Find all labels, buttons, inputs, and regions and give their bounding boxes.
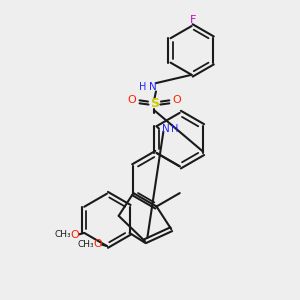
Text: CH₃: CH₃ [77,240,94,249]
Text: H: H [171,124,178,134]
Text: N: N [162,124,169,134]
Text: H: H [140,82,147,92]
Text: O: O [128,95,136,105]
Text: S: S [150,98,159,110]
Text: F: F [190,14,196,25]
Text: O: O [70,230,79,240]
Text: O: O [173,95,182,105]
Text: CH₃: CH₃ [55,230,71,239]
Text: O: O [93,238,102,249]
Text: N: N [149,82,157,92]
